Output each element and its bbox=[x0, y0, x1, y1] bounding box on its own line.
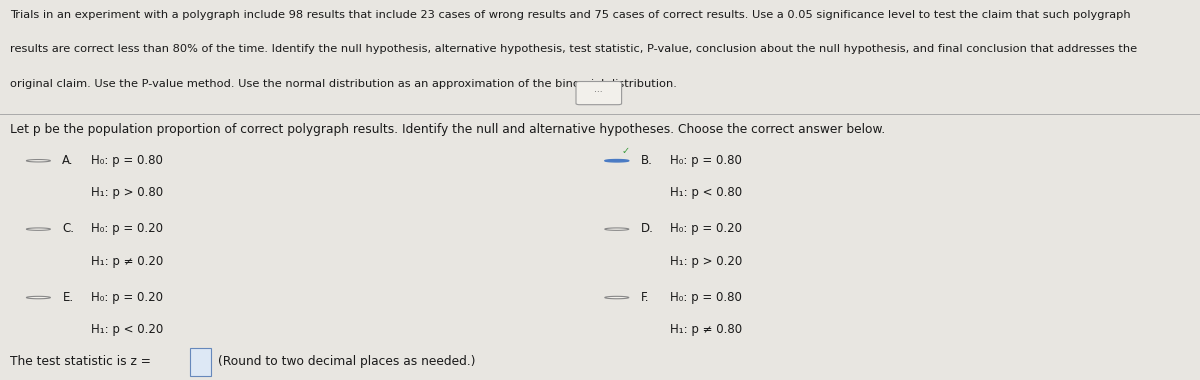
Text: H₁: p ≠ 0.20: H₁: p ≠ 0.20 bbox=[91, 255, 163, 268]
Text: ✓: ✓ bbox=[622, 146, 629, 156]
Text: H₀: p = 0.20: H₀: p = 0.20 bbox=[91, 291, 163, 304]
Text: H₁: p > 0.80: H₁: p > 0.80 bbox=[91, 186, 163, 199]
Text: B.: B. bbox=[641, 154, 653, 167]
Text: H₀: p = 0.20: H₀: p = 0.20 bbox=[91, 222, 163, 235]
Text: The test statistic is z =: The test statistic is z = bbox=[10, 355, 155, 368]
Text: H₀: p = 0.80: H₀: p = 0.80 bbox=[670, 154, 742, 167]
Polygon shape bbox=[605, 160, 629, 162]
Text: H₀: p = 0.80: H₀: p = 0.80 bbox=[91, 154, 163, 167]
Text: Trials in an experiment with a polygraph include 98 results that include 23 case: Trials in an experiment with a polygraph… bbox=[10, 10, 1130, 19]
Text: C.: C. bbox=[62, 222, 74, 235]
Text: A.: A. bbox=[62, 154, 74, 167]
Text: H₁: p ≠ 0.80: H₁: p ≠ 0.80 bbox=[670, 323, 742, 336]
Polygon shape bbox=[26, 160, 50, 162]
Text: E.: E. bbox=[62, 291, 73, 304]
Bar bbox=[190, 348, 211, 376]
Text: H₀: p = 0.80: H₀: p = 0.80 bbox=[670, 291, 742, 304]
Polygon shape bbox=[605, 296, 629, 299]
Polygon shape bbox=[26, 296, 50, 299]
FancyBboxPatch shape bbox=[576, 82, 622, 105]
Text: H₁: p < 0.20: H₁: p < 0.20 bbox=[91, 323, 163, 336]
Text: F.: F. bbox=[641, 291, 649, 304]
Text: original claim. Use the P-value method. Use the normal distribution as an approx: original claim. Use the P-value method. … bbox=[10, 79, 677, 89]
Text: (Round to two decimal places as needed.): (Round to two decimal places as needed.) bbox=[218, 355, 476, 368]
Text: H₁: p > 0.20: H₁: p > 0.20 bbox=[670, 255, 742, 268]
Polygon shape bbox=[26, 228, 50, 230]
Text: results are correct less than 80% of the time. Identify the null hypothesis, alt: results are correct less than 80% of the… bbox=[10, 44, 1136, 54]
Text: D.: D. bbox=[641, 222, 654, 235]
Text: ···: ··· bbox=[594, 89, 604, 98]
Polygon shape bbox=[605, 228, 629, 230]
Text: H₁: p < 0.80: H₁: p < 0.80 bbox=[670, 186, 742, 199]
Text: H₀: p = 0.20: H₀: p = 0.20 bbox=[670, 222, 742, 235]
Text: Let p be the population proportion of correct polygraph results. Identify the nu: Let p be the population proportion of co… bbox=[10, 124, 884, 136]
